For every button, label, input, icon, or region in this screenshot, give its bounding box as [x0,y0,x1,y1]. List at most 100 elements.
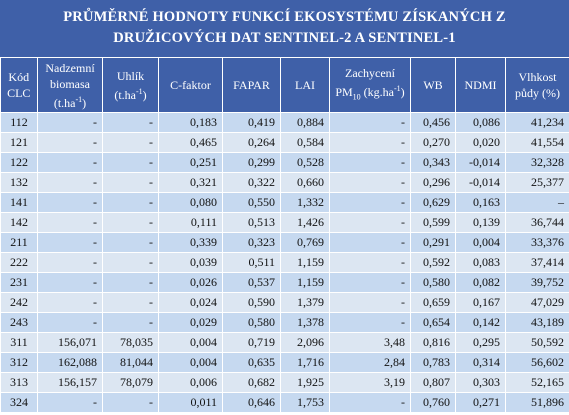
table-cell: 211 [0,232,38,253]
table-cell: 0,251 [158,152,223,173]
table-row: 324- -0,011 0,646 1,753-0,760 0,271 51,896 [0,392,569,413]
header-sup: -1 [135,86,143,96]
header-row: Kód CLC Nadzemní biomasa (t.ha-1) Uhlík (t… [0,58,569,113]
table-cell: 0,004 [158,332,223,353]
table-cell: 50,592 [505,332,569,353]
table-cell: 0,142 [455,312,506,333]
table-cell: 132 [0,172,38,193]
table-cell: 0,682 [222,372,281,393]
table-cell: 0,299 [222,152,281,173]
table-cell: 43,189 [505,312,569,333]
table-cell: 0,006 [158,372,223,393]
table-cell: 1,332 [280,192,330,213]
table-row: 132- -0,321 0,322 0,660-0,296 -0,014 25,377 [0,172,569,193]
table-cell: 1,716 [280,352,330,373]
table-cell: 0,456 [410,112,456,133]
table-cell: - [102,272,159,293]
table-cell: 0,590 [222,292,281,313]
header-text: ) [142,87,147,102]
table-cell: - [37,232,103,253]
header-text: Nadzemní biomasa (t.ha [45,60,95,110]
table-row: 242- -0,024 0,590 1,379-0,659 0,167 47,029 [0,292,569,313]
table-cell: - [102,112,159,133]
header-cell: C-faktor [158,58,223,113]
table-cell: 0,026 [158,272,223,293]
table-cell: 0,264 [222,132,281,153]
table-cell: 0,323 [222,232,281,253]
table-cell: - [329,192,411,213]
table-cell: 0,339 [158,232,223,253]
table-cell: 32,328 [505,152,569,173]
table-cell: 0,343 [410,152,456,173]
table-cell: - [37,292,103,313]
table-cell: 0,321 [158,172,223,193]
table-cell: 121 [0,132,38,153]
table-cell: 0,111 [158,212,223,233]
table-cell: 47,029 [505,292,569,313]
table-cell: 156,071 [37,332,103,353]
table-cell: 0,029 [158,312,223,333]
header-cell: Vlhkost půdy (%) [505,58,569,113]
table-cell: 41,554 [505,132,569,153]
table-cell: -0,014 [455,172,506,193]
table-cell: 0,592 [410,252,456,273]
table-cell: 1,379 [280,292,330,313]
table-cell: 222 [0,252,38,273]
table-cell: - [37,132,103,153]
table-cell: - [37,392,103,413]
table-cell: 0,270 [410,132,456,153]
table-cell: - [37,212,103,233]
table-cell: - [329,112,411,133]
table-cell: 2,096 [280,332,330,353]
table-cell: 313 [0,372,38,393]
header-cell: Nadzemní biomasa (t.ha-1) [37,58,103,113]
header-cell: WB [410,58,456,113]
table-cell: 243 [0,312,38,333]
table-cell: 0,654 [410,312,456,333]
table-cell: - [102,172,159,193]
table-cell: 0,635 [222,352,281,373]
table-cell: 0,646 [222,392,281,413]
table-cell: - [102,192,159,213]
table-cell: 3,19 [329,372,411,393]
table-cell: - [102,232,159,253]
table-cell: 0,769 [280,232,330,253]
table-cell: 0,083 [455,252,506,273]
table-cell: - [102,152,159,173]
header-cell: Zachycení PM10 (kg.ha-1) [329,58,411,113]
table-cell: - [329,132,411,153]
table-cell: 39,752 [505,272,569,293]
header-text: (kg.ha [360,84,394,99]
table-cell: 142 [0,212,38,233]
table-cell: 0,659 [410,292,456,313]
table-cell: 0,011 [158,392,223,413]
table-cell: 2,84 [329,352,411,373]
table-cell: 112 [0,112,38,133]
table-cell: 242 [0,292,38,313]
table-cell: 1,159 [280,252,330,273]
table-cell: 1,378 [280,312,330,333]
header-cell: FAPAR [222,58,281,113]
table-cell: 0,004 [455,232,506,253]
table-cell: - [329,292,411,313]
table-cell: 0,884 [280,112,330,133]
table-cell: 1,925 [280,372,330,393]
table-cell: 141 [0,192,38,213]
header-text: Uhlík (t.ha [114,68,145,102]
header-cell: Uhlík (t.ha-1) [102,58,159,113]
table-cell: 0,580 [222,312,281,333]
table-cell: 0,024 [158,292,223,313]
table-row: 243- -0,029 0,580 1,378-0,654 0,142 43,189 [0,312,569,333]
table-row: 312 162,088 81,044 0,004 0,635 1,716 2,84 0,783… [0,352,569,373]
title: PRŮMĚRNÉ HODNOTY FUNKCÍ EKOSYSTÉMU ZÍSKA… [0,0,569,58]
table-cell: 0,660 [280,172,330,193]
table-cell: 0,271 [455,392,506,413]
table-cell: 0,550 [222,192,281,213]
header-text: NDMI [464,78,497,92]
header-cell: Kód CLC [0,58,38,113]
table-cell: 36,744 [505,212,569,233]
table-cell: 311 [0,332,38,353]
table-cell: 51,896 [505,392,569,413]
table-cell: 0,295 [455,332,506,353]
